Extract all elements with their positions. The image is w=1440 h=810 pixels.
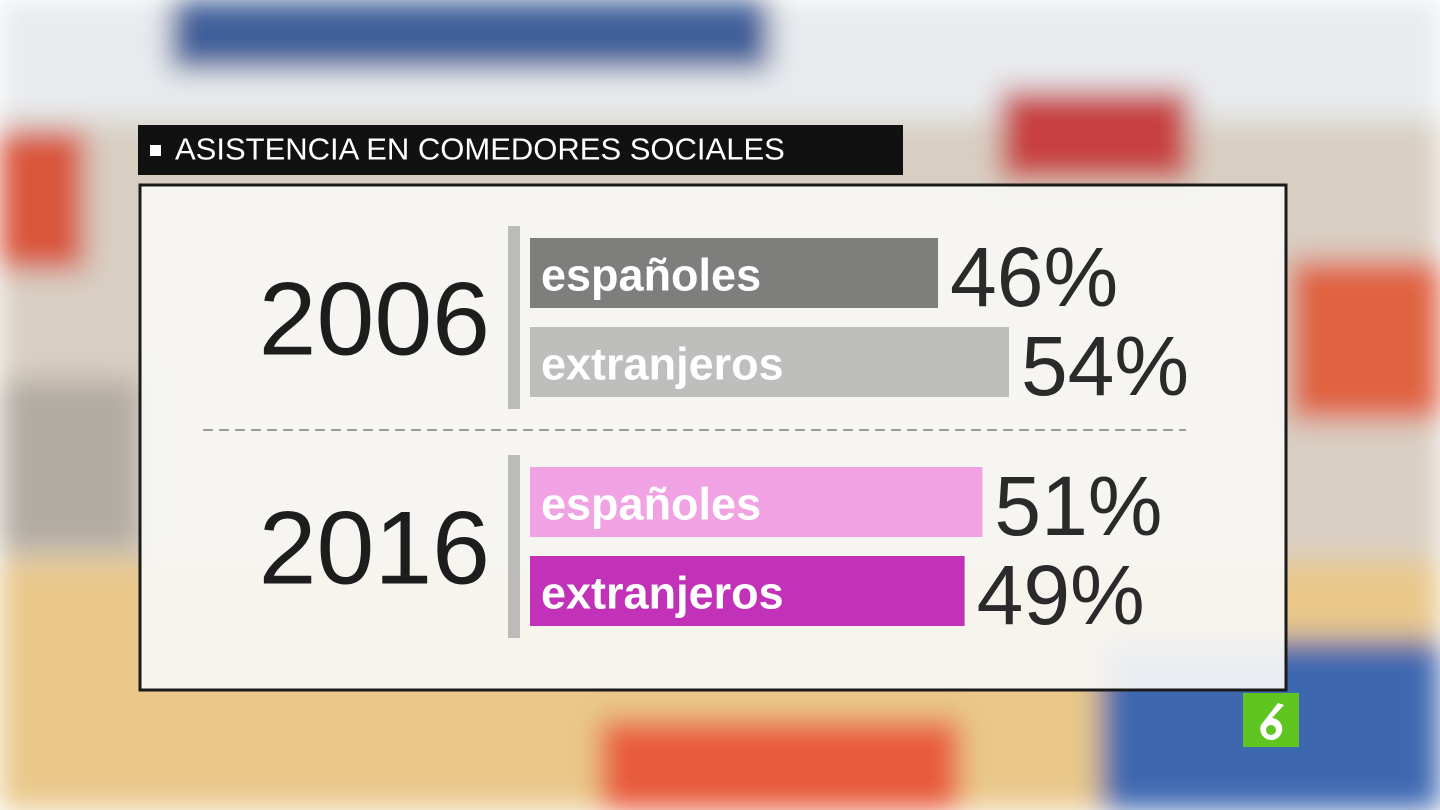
bar <box>530 327 1009 397</box>
group-rule <box>508 226 520 409</box>
title-bar <box>138 125 903 175</box>
bar <box>530 467 983 537</box>
value-label: 49% <box>977 548 1145 642</box>
bar-category: españoles <box>541 479 761 530</box>
title-bullet <box>150 145 161 156</box>
year-label: 2016 <box>259 491 490 607</box>
bar-category: españoles <box>541 250 761 301</box>
bar-category: extranjeros <box>541 568 784 619</box>
bar <box>530 556 965 626</box>
value-label: 54% <box>1021 319 1189 413</box>
bar <box>530 238 939 308</box>
value-label: 46% <box>950 230 1118 324</box>
bar-category: extranjeros <box>541 339 784 390</box>
group-rule <box>508 455 520 638</box>
value-label: 51% <box>994 459 1162 553</box>
chart-title: ASISTENCIA EN COMEDORES SOCIALES <box>175 132 785 167</box>
logo <box>1243 693 1299 747</box>
year-label: 2006 <box>259 262 490 378</box>
